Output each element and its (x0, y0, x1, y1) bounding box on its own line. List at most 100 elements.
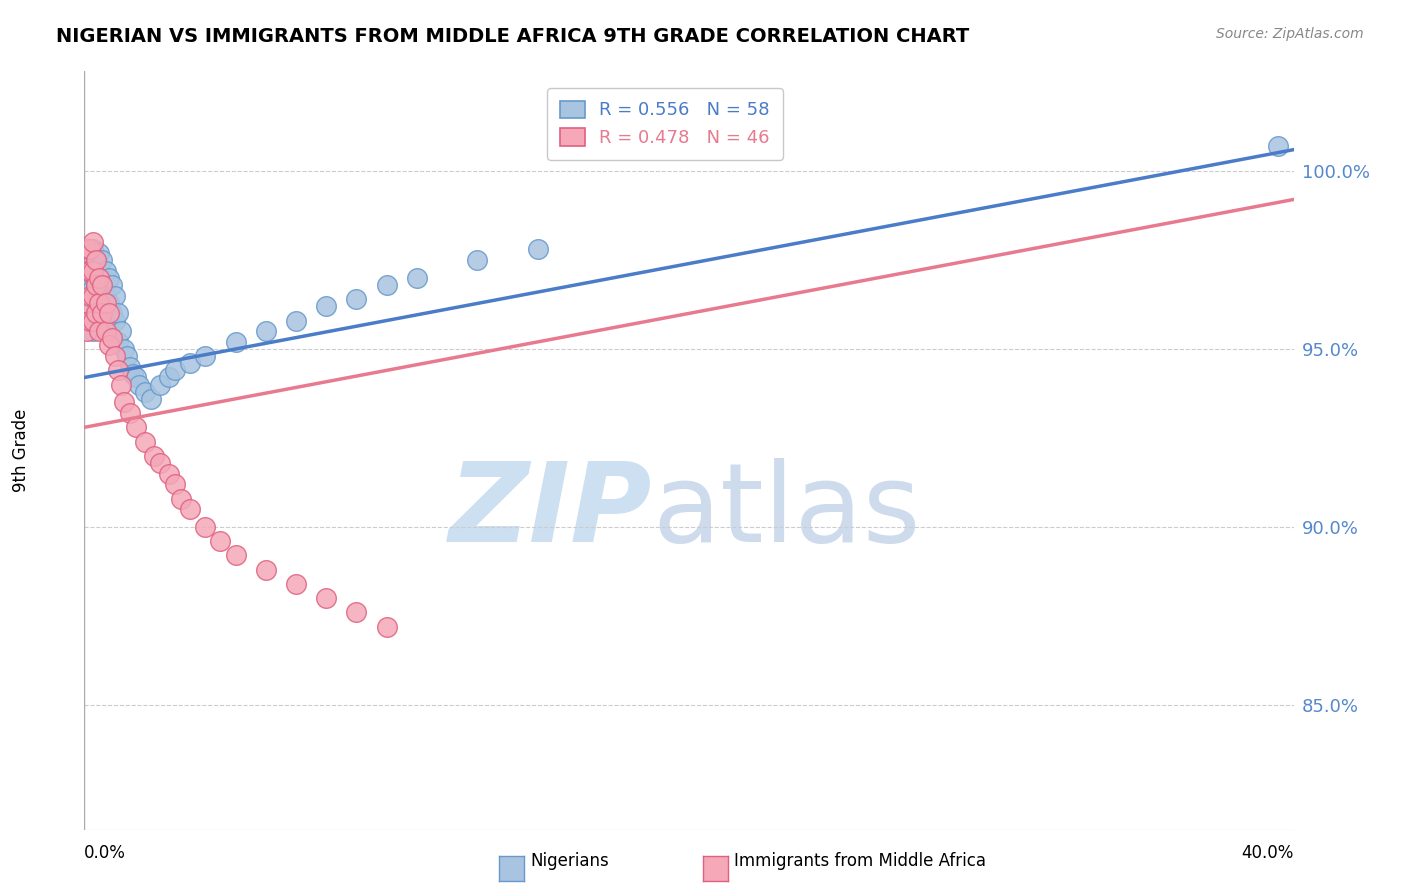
Point (97, 306, 120, 320)
Point (149, 377, 172, 392)
Point (134, 434, 156, 449)
Point (179, 502, 201, 516)
Text: NIGERIAN VS IMMIGRANTS FROM MIDDLE AFRICA 9TH GRADE CORRELATION CHART: NIGERIAN VS IMMIGRANTS FROM MIDDLE AFRIC… (56, 27, 970, 45)
Point (91, 277, 114, 292)
Point (97, 338, 120, 352)
Point (165, 363, 187, 377)
Point (82, 260, 104, 274)
Point (79, 263, 101, 277)
Point (125, 420, 148, 434)
Point (82, 263, 104, 277)
Point (104, 349, 127, 363)
Point (94, 288, 117, 302)
Point (82, 302, 104, 317)
Point (82, 324, 104, 338)
Point (406, 270, 429, 285)
Point (315, 299, 337, 313)
Point (86, 302, 108, 317)
Point (157, 370, 180, 384)
Point (86, 253, 108, 268)
Point (179, 356, 201, 370)
Point (89, 295, 111, 310)
Point (100, 306, 122, 320)
Point (346, 292, 368, 306)
Point (315, 591, 337, 606)
Point (86, 253, 108, 268)
Text: atlas: atlas (652, 458, 921, 565)
Text: 40.0%: 40.0% (1241, 844, 1294, 862)
Point (375, 620, 398, 634)
Point (375, 277, 398, 292)
Point (254, 324, 277, 338)
Point (82, 313, 104, 327)
Point (121, 367, 143, 381)
Point (94, 295, 117, 310)
Point (254, 563, 277, 577)
Point (76, 263, 98, 277)
Point (125, 370, 148, 384)
Text: Source: ZipAtlas.com: Source: ZipAtlas.com (1216, 27, 1364, 41)
Point (79, 313, 101, 327)
Point (142, 449, 165, 463)
Point (76, 317, 98, 331)
Point (100, 277, 122, 292)
Point (89, 270, 111, 285)
Point (157, 467, 180, 481)
Point (82, 288, 104, 302)
Text: Immigrants from Middle Africa: Immigrants from Middle Africa (734, 852, 986, 870)
Point (76, 324, 98, 338)
Point (110, 377, 132, 392)
Point (128, 377, 150, 392)
Point (139, 392, 162, 406)
Point (118, 406, 141, 420)
Point (118, 359, 141, 374)
Point (100, 331, 122, 345)
Point (91, 253, 114, 268)
Point (165, 477, 187, 491)
Point (79, 263, 101, 277)
Point (97, 324, 120, 338)
Point (89, 324, 111, 338)
Point (346, 606, 368, 620)
Point (104, 313, 127, 327)
Text: ZIP: ZIP (449, 458, 652, 565)
Point (225, 549, 247, 563)
Point (467, 253, 489, 268)
Point (94, 313, 117, 327)
Point (89, 313, 111, 327)
Point (107, 306, 129, 320)
Point (76, 295, 98, 310)
Point (91, 306, 114, 320)
Point (527, 243, 550, 257)
Point (86, 277, 108, 292)
Point (79, 288, 101, 302)
Point (79, 243, 101, 257)
Point (89, 263, 111, 277)
Point (79, 285, 101, 299)
Point (285, 313, 308, 327)
Point (104, 288, 127, 302)
Point (91, 277, 114, 292)
Point (194, 349, 217, 363)
Point (107, 363, 129, 377)
Point (76, 243, 98, 257)
Point (112, 342, 135, 356)
Point (82, 281, 104, 295)
Point (86, 277, 108, 292)
Point (94, 324, 117, 338)
Legend: R = 0.556   N = 58, R = 0.478   N = 46: R = 0.556 N = 58, R = 0.478 N = 46 (547, 88, 783, 160)
Point (1267, 139, 1289, 153)
Point (82, 235, 104, 250)
Point (285, 577, 308, 591)
Text: Nigerians: Nigerians (530, 852, 609, 870)
Point (89, 246, 111, 260)
Text: 9th Grade: 9th Grade (11, 409, 30, 492)
Point (110, 324, 132, 338)
Point (89, 288, 111, 302)
Point (209, 534, 232, 549)
Point (76, 270, 98, 285)
Point (97, 295, 120, 310)
Point (149, 456, 172, 470)
Point (86, 306, 108, 320)
Point (94, 263, 117, 277)
